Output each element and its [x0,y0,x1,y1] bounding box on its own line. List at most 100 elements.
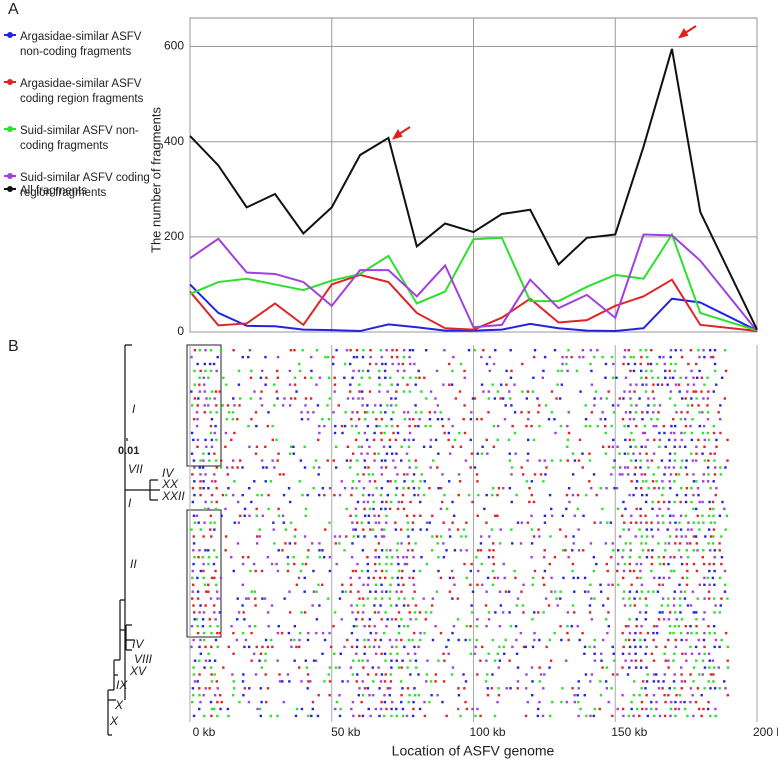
fragment-dot [193,466,196,469]
fragment-dot [214,507,218,511]
fragment-dot [408,466,411,469]
fragment-dot [210,445,214,448]
fragment-dot [374,535,377,538]
fragment-dot [698,411,701,414]
fragment-dot [708,562,711,566]
fragment-dot [243,514,246,517]
fragment-dot [706,431,710,435]
fragment-dot [372,680,375,683]
fragment-dot [497,687,500,690]
fragment-dot [441,700,444,704]
fragment-dot [339,652,342,655]
fragment-dot [623,521,626,524]
fragment-dot [465,707,469,711]
fragment-dot [395,390,398,393]
fragment-dot [599,521,602,524]
fragment-dot [652,383,655,386]
fragment-dot [485,590,488,593]
fragment-dot [205,397,208,400]
fragment-dot [303,535,307,538]
fragment-dot [689,604,693,607]
fragment-dot [492,445,496,448]
fragment-dot [508,611,511,614]
fragment-dot [204,369,207,373]
fragment-dot [491,583,495,586]
fragment-dot [193,659,197,662]
fragment-dot [641,383,644,386]
fragment-dot [661,480,664,483]
fragment-dot [409,618,412,621]
fragment-dot [627,349,630,352]
fragment-dot [207,583,210,586]
fragment-dot [402,556,405,559]
fragment-dot [694,507,698,511]
fragment-dot [276,569,280,573]
fragment-dot [726,597,729,600]
fragment-dot [701,411,704,414]
fragment-dot [480,418,483,421]
fragment-dot [709,452,712,455]
fragment-dot [645,369,648,373]
fragment-dot [402,390,406,393]
fragment-dot [213,659,217,662]
fragment-dot [604,376,607,379]
fragment-dot [590,383,594,386]
fragment-dot [281,549,284,552]
fragment-dot [208,618,211,621]
fragment-dot [638,714,641,718]
fragment-dot [640,376,643,379]
fragment-dot [644,611,648,614]
fragment-dot [624,638,627,642]
fragment-dot [304,514,307,517]
fragment-dot [550,459,554,462]
fragment-dot [684,466,688,469]
fragment-dot [463,376,466,379]
fragment-dot [255,542,259,545]
fragment-dot [389,673,392,676]
fragment-dot [505,369,508,373]
fragment-dot [532,535,536,538]
fragment-dot [301,349,304,352]
fragment-dot [680,487,683,490]
fragment-dot [304,397,308,400]
fragment-dot [723,569,727,573]
fragment-dot [662,618,666,621]
fragment-dot [530,424,533,428]
fragment-dot [237,383,241,386]
fragment-dot [207,487,210,490]
fragment-dot [294,714,298,718]
fragment-dot [670,700,673,704]
fragment-dot [267,411,270,414]
fragment-dot [632,355,635,359]
fragment-dot [467,349,471,352]
fragment-dot [470,562,473,566]
fragment-dot [663,673,666,676]
fragment-dot [714,604,717,607]
fragment-dot [629,355,632,359]
fragment-dot [499,528,502,531]
fragment-dot [677,707,681,711]
fragment-dot [355,618,358,621]
fragment-dot [299,459,303,462]
fragment-dot [293,659,296,662]
fragment-dot [388,438,392,442]
fragment-dot [560,638,563,642]
fragment-dot [628,493,631,497]
fragment-dot [694,459,698,462]
fragment-dot [588,424,592,428]
fragment-dot [520,411,523,414]
fragment-dot [215,556,218,559]
fragment-dot [487,556,491,559]
fragment-dot [650,418,653,421]
fragment-dot [686,528,690,531]
fragment-dot [508,390,511,393]
fragment-dot [543,514,547,517]
fragment-dot [703,445,706,448]
fragment-dot [196,418,199,421]
fragment-dot [380,438,383,442]
fragment-dot [334,445,338,448]
fragment-dot [612,438,615,442]
fragment-dot [435,369,439,373]
fragment-dot [668,397,672,400]
fragment-dot [378,376,381,379]
